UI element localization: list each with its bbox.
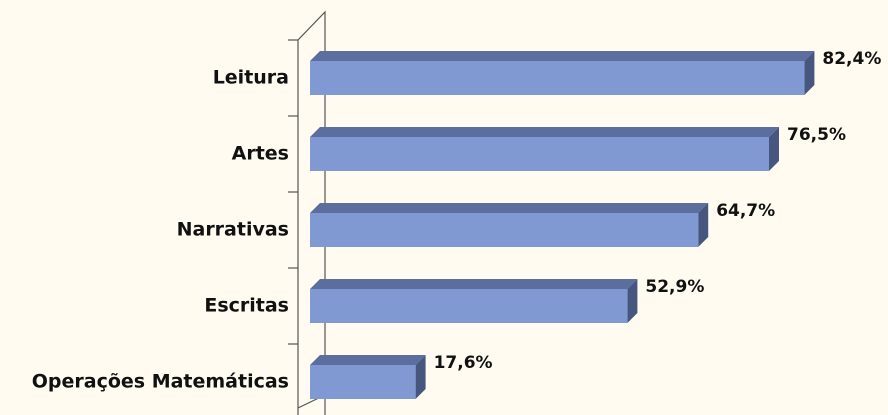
bar-side xyxy=(415,355,426,399)
category-label: Operações Matemáticas xyxy=(32,371,289,393)
bar-top xyxy=(310,355,426,365)
bar xyxy=(310,51,815,95)
bar-top xyxy=(310,203,709,213)
bar-top xyxy=(310,279,638,289)
bar-side xyxy=(627,279,638,323)
value-label: 82,4% xyxy=(822,49,881,69)
category-label: Artes xyxy=(232,143,289,165)
bar-side xyxy=(804,51,815,95)
bar-front xyxy=(310,213,699,247)
value-label: 17,6% xyxy=(434,353,493,373)
value-label: 76,5% xyxy=(787,125,846,145)
bar-top xyxy=(310,127,779,137)
bar xyxy=(310,279,638,323)
value-label: 52,9% xyxy=(645,277,704,297)
bar-side xyxy=(698,203,709,247)
bar xyxy=(310,127,779,171)
bar-top xyxy=(310,51,815,61)
category-label: Escritas xyxy=(204,295,289,317)
bar-front xyxy=(310,289,628,323)
bar xyxy=(310,355,426,399)
bar-front xyxy=(310,137,769,171)
bar-side xyxy=(769,127,779,171)
bar-front xyxy=(310,61,805,95)
category-label: Leitura xyxy=(213,67,289,89)
bar xyxy=(310,203,709,247)
value-label: 64,7% xyxy=(716,201,775,221)
category-label: Narrativas xyxy=(177,219,289,241)
bar-front xyxy=(310,365,416,399)
